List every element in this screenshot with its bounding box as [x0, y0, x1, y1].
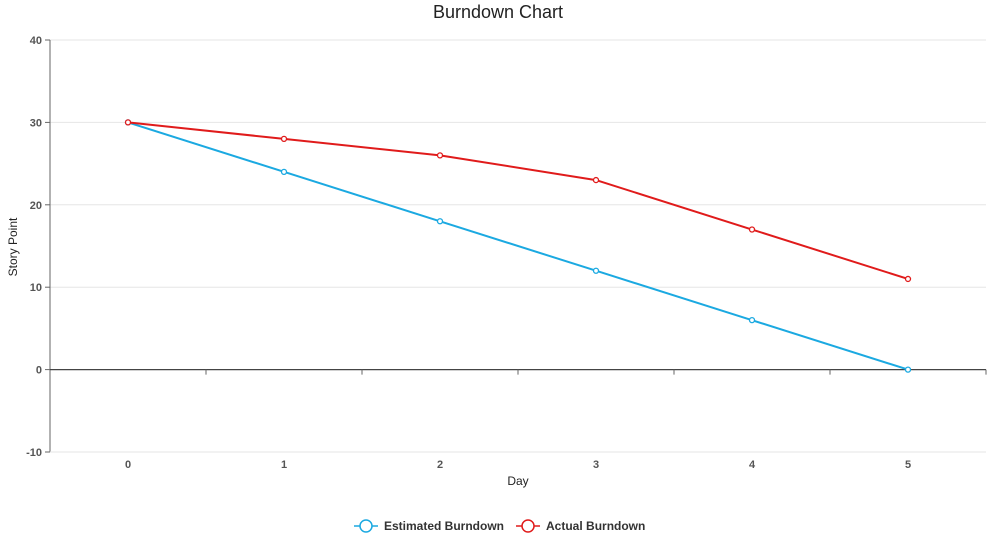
- series-layer: [124, 119, 912, 373]
- y-tick-label: 20: [30, 200, 42, 212]
- legend-circle-marker: [359, 519, 373, 533]
- data-point[interactable]: [436, 218, 444, 225]
- x-tick-label: 5: [905, 459, 911, 471]
- chart-title: Burndown Chart: [433, 2, 563, 22]
- data-point[interactable]: [592, 176, 600, 184]
- legend[interactable]: Estimated Burndown Actual Burndown: [354, 519, 645, 533]
- axis-layer: -10 0 10 20 30 40 0 1 2 3 4 5: [26, 35, 987, 471]
- series-line: [127, 121, 909, 371]
- y-tick-label: 30: [30, 117, 42, 129]
- x-tick-label: 3: [593, 459, 599, 471]
- x-tick-label: 2: [437, 459, 443, 471]
- y-tick-label: 10: [30, 282, 42, 294]
- legend-circle-marker: [521, 519, 535, 533]
- legend-label: Estimated Burndown: [384, 519, 504, 533]
- data-point[interactable]: [748, 317, 756, 324]
- data-point[interactable]: [904, 366, 912, 373]
- x-tick-label: 0: [125, 459, 131, 471]
- data-point[interactable]: [904, 275, 912, 283]
- data-point[interactable]: [124, 119, 132, 126]
- data-point[interactable]: [436, 152, 444, 159]
- x-tick-label: 4: [749, 459, 756, 471]
- series-estimated: [124, 119, 912, 373]
- legend-item-estimated[interactable]: Estimated Burndown: [354, 519, 504, 533]
- legend-item-actual[interactable]: Actual Burndown: [516, 519, 645, 533]
- legend-label: Actual Burndown: [546, 519, 645, 533]
- data-point[interactable]: [592, 267, 600, 274]
- x-tick-label: 1: [281, 459, 287, 471]
- data-point[interactable]: [280, 135, 288, 143]
- data-point[interactable]: [280, 168, 288, 175]
- y-axis-title: Story Point: [6, 217, 20, 276]
- series-line: [127, 121, 909, 280]
- x-axis-title: Day: [507, 474, 528, 488]
- y-tick-label: -10: [26, 447, 42, 459]
- y-tick-label: 0: [36, 365, 42, 377]
- data-point[interactable]: [748, 226, 756, 233]
- y-tick-label: 40: [30, 35, 42, 47]
- series-actual: [124, 119, 912, 283]
